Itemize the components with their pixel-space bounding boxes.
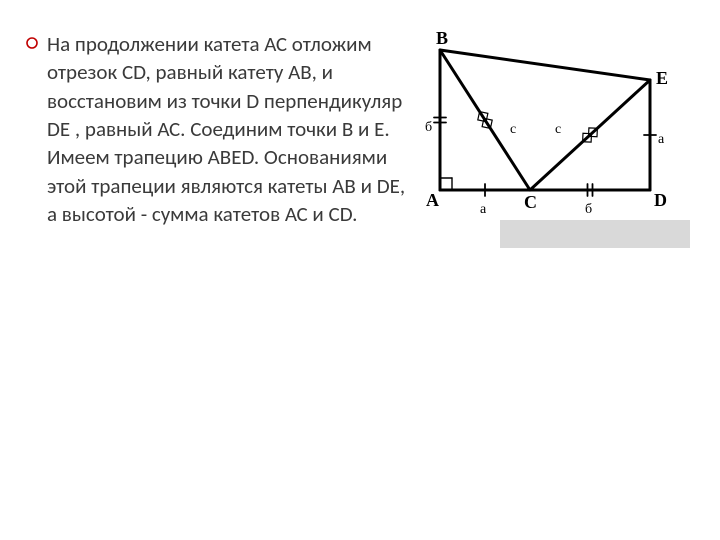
bullet-icon xyxy=(25,36,39,55)
label-c-left: с xyxy=(510,122,516,138)
shadow-box xyxy=(500,220,690,248)
svg-text:E: E xyxy=(656,68,668,88)
svg-text:D: D xyxy=(654,190,667,210)
figure-block: A B C D E б а б а с с xyxy=(420,30,700,230)
svg-text:B: B xyxy=(436,30,448,48)
geometry-diagram: A B C D E б а б а с с xyxy=(420,30,680,230)
body-text: На продолжении катета АС отложим отрезок… xyxy=(47,30,410,228)
label-a-bottom-left: а xyxy=(480,202,486,218)
bulleted-text: На продолжении катета АС отложим отрезок… xyxy=(25,30,410,230)
label-b-left: б xyxy=(425,120,432,136)
svg-text:C: C xyxy=(524,192,537,212)
label-b-bottom-right: б xyxy=(585,202,592,218)
label-a-right: а xyxy=(658,132,664,148)
label-c-right: с xyxy=(555,122,561,138)
svg-text:A: A xyxy=(426,190,439,210)
